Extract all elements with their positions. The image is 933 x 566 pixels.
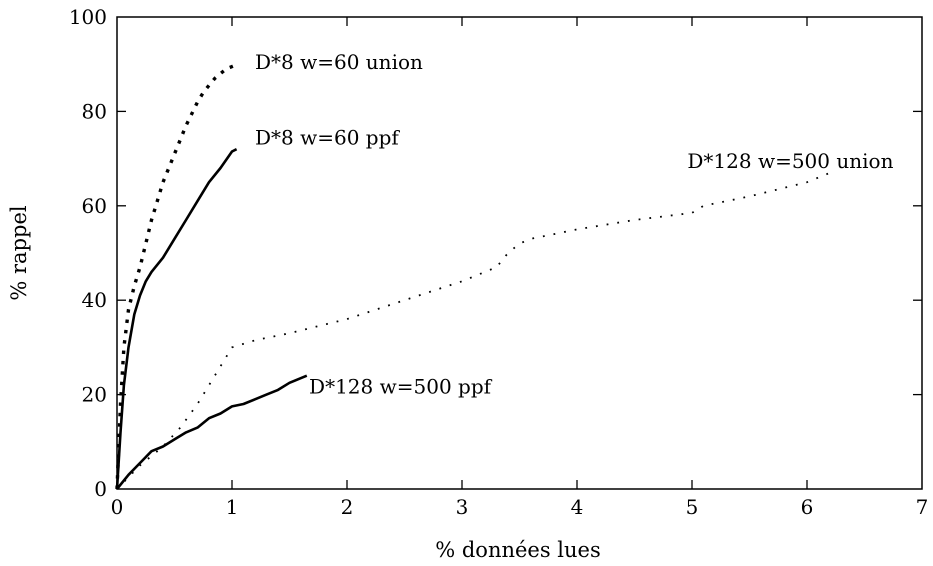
- plot-border: [116, 16, 923, 490]
- series-line-d-8-w-60-ppf: [115, 148, 238, 490]
- x-tick-label: 5: [686, 495, 699, 519]
- y-axis-label: % rappel: [7, 205, 31, 301]
- y-tick-label: 20: [82, 383, 107, 407]
- series-layer: [115, 62, 831, 490]
- x-tick-label: 2: [341, 495, 354, 519]
- series-label-d-128-w-500-ppf: D*128 w=500 ppf: [309, 375, 493, 399]
- plot-frame: [116, 16, 923, 490]
- y-axis: 0 20 40 60 80 100: [69, 5, 922, 501]
- x-tick-label: 0: [111, 495, 124, 519]
- series-line-d-128-w-500-ppf: [115, 374, 308, 490]
- x-axis: 0 1 2 3 4 5 6 7: [111, 17, 929, 519]
- y-tick-label: 40: [82, 288, 107, 312]
- series-label-d-128-w-500-union: D*128 w=500 union: [687, 149, 893, 173]
- x-tick-label: 3: [456, 495, 469, 519]
- y-tick-label: 60: [82, 194, 107, 218]
- series-line-d-128-w-500-union: [116, 171, 831, 490]
- series-label-d-8-w-60-union: D*8 w=60 union: [255, 50, 423, 74]
- y-tick-label: 0: [94, 477, 107, 501]
- x-tick-label: 6: [801, 495, 814, 519]
- x-tick-label: 7: [916, 495, 929, 519]
- y-tick-label: 100: [69, 5, 107, 29]
- series-label-d-8-w-60-ppf: D*8 w=60 ppf: [255, 125, 400, 149]
- x-tick-label: 1: [226, 495, 239, 519]
- x-axis-label: % données lues: [435, 538, 601, 562]
- x-tick-label: 4: [571, 495, 584, 519]
- y-tick-label: 80: [82, 99, 107, 123]
- series-line-d-8-w-60-union: [115, 62, 239, 490]
- annotation-layer: D*8 w=60 union D*8 w=60 ppf D*128 w=500 un…: [255, 50, 894, 399]
